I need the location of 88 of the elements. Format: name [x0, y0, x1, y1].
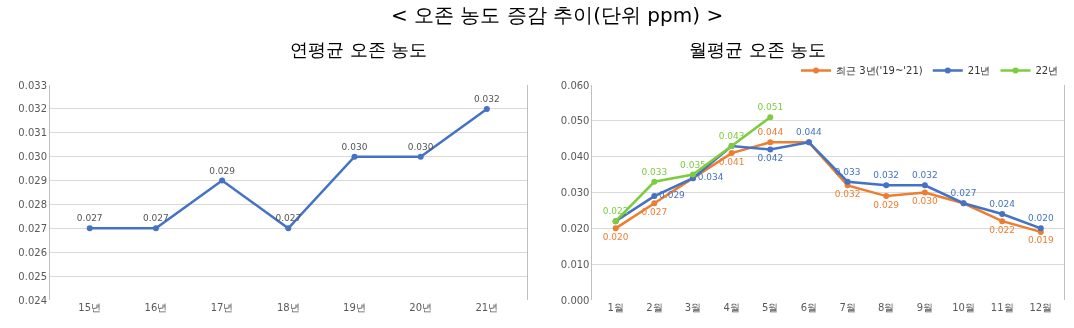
text: 0.030 [560, 187, 590, 198]
text: 0.028 [18, 198, 47, 210]
text: 0.032 [18, 103, 47, 115]
point [351, 153, 358, 160]
x-tick-label: 11월 [990, 302, 1014, 313]
x-tick-label: 21년 [475, 302, 499, 313]
text: 0.026 [18, 246, 47, 258]
chart-title: 월평균 오존 농도 [689, 39, 827, 60]
text: 0.030 [18, 151, 47, 163]
chart-title: 연평균 오존 농도 [290, 39, 428, 60]
point [86, 225, 93, 232]
data-label: 0.032 [473, 93, 500, 104]
data-label: 0.030 [911, 196, 939, 206]
data-label: 0.044 [796, 127, 823, 138]
point [999, 211, 1006, 217]
point [417, 153, 424, 160]
x-tick-label: 2월 [646, 302, 663, 313]
text: 0.027 [18, 222, 47, 234]
legend-label: 21년 [967, 65, 991, 77]
data-label: 0.032 [911, 170, 938, 181]
data-label: 0.051 [757, 102, 784, 113]
point [728, 150, 735, 157]
data-label: 0.033 [641, 166, 668, 177]
data-label: 0.019 [1027, 235, 1054, 246]
x-tick-label: 9월 [916, 302, 934, 313]
text: 0.033 [18, 79, 47, 91]
point [883, 193, 890, 200]
data-label: 0.027 [76, 213, 103, 224]
point [921, 182, 928, 189]
point [844, 178, 851, 185]
text: 0.050 [560, 115, 590, 127]
point [483, 105, 490, 112]
point [921, 189, 928, 196]
x-tick-label: 17년 [210, 302, 234, 313]
text: < 오존 농도 증감 추이(단위 ppm) > [391, 3, 724, 27]
x-tick-label: 20년 [409, 302, 433, 313]
data-label: 0.032 [873, 170, 900, 181]
point [883, 182, 890, 189]
legend-label: 22년 [1035, 65, 1059, 77]
point [767, 114, 774, 121]
x-tick-label: 5월 [762, 302, 779, 313]
point [651, 178, 658, 185]
data-label: 0.027 [950, 188, 977, 199]
x-tick-label: 15년 [78, 302, 102, 313]
text: 0.060 [560, 79, 590, 91]
x-tick-label: 19년 [343, 302, 366, 313]
text: 0.020 [560, 222, 590, 234]
data-label: 0.044 [757, 127, 784, 138]
point [651, 200, 658, 207]
x-tick-label: 12월 [1029, 302, 1053, 313]
x-tick-label: 18년 [276, 302, 300, 313]
point [767, 139, 774, 146]
data-label: 0.034 [697, 172, 724, 183]
text: 0.025 [18, 270, 47, 282]
data-label: 0.029 [873, 199, 900, 210]
data-label: 0.030 [407, 141, 434, 152]
point [285, 225, 292, 232]
data-label: 0.032 [834, 188, 861, 199]
text: 0.024 [18, 294, 47, 306]
x-tick-label: 10월 [952, 302, 975, 313]
point [219, 177, 226, 184]
x-tick-label: 4월 [723, 302, 740, 313]
point [651, 193, 658, 200]
text: 0.040 [560, 151, 590, 163]
x-tick-label: 3월 [684, 302, 702, 313]
x-tick-label: 8월 [878, 302, 895, 313]
data-label: 0.024 [989, 199, 1016, 209]
data-label: 0.030 [341, 141, 368, 152]
data-label: 0.029 [209, 165, 236, 176]
data-label: 0.020 [602, 231, 629, 242]
point [999, 218, 1006, 225]
data-label: 0.042 [757, 153, 784, 163]
x-tick-label: 16년 [144, 302, 168, 313]
data-label: 0.027 [143, 213, 169, 224]
point [612, 225, 619, 232]
text: 0.031 [18, 127, 47, 139]
point [767, 146, 774, 153]
point [152, 225, 159, 232]
x-tick-label: 7월 [839, 302, 856, 313]
x-tick-label: 1월 [607, 302, 624, 313]
data-label: 0.022 [989, 224, 1016, 235]
text: 0.029 [18, 175, 47, 187]
text: 0.010 [560, 258, 590, 270]
legend-label: 최근 3년('19~'21) [836, 65, 923, 77]
text: 0.000 [560, 294, 590, 306]
data-label: 0.020 [1027, 213, 1054, 224]
x-tick-label: 6월 [800, 302, 818, 313]
point [689, 171, 696, 178]
